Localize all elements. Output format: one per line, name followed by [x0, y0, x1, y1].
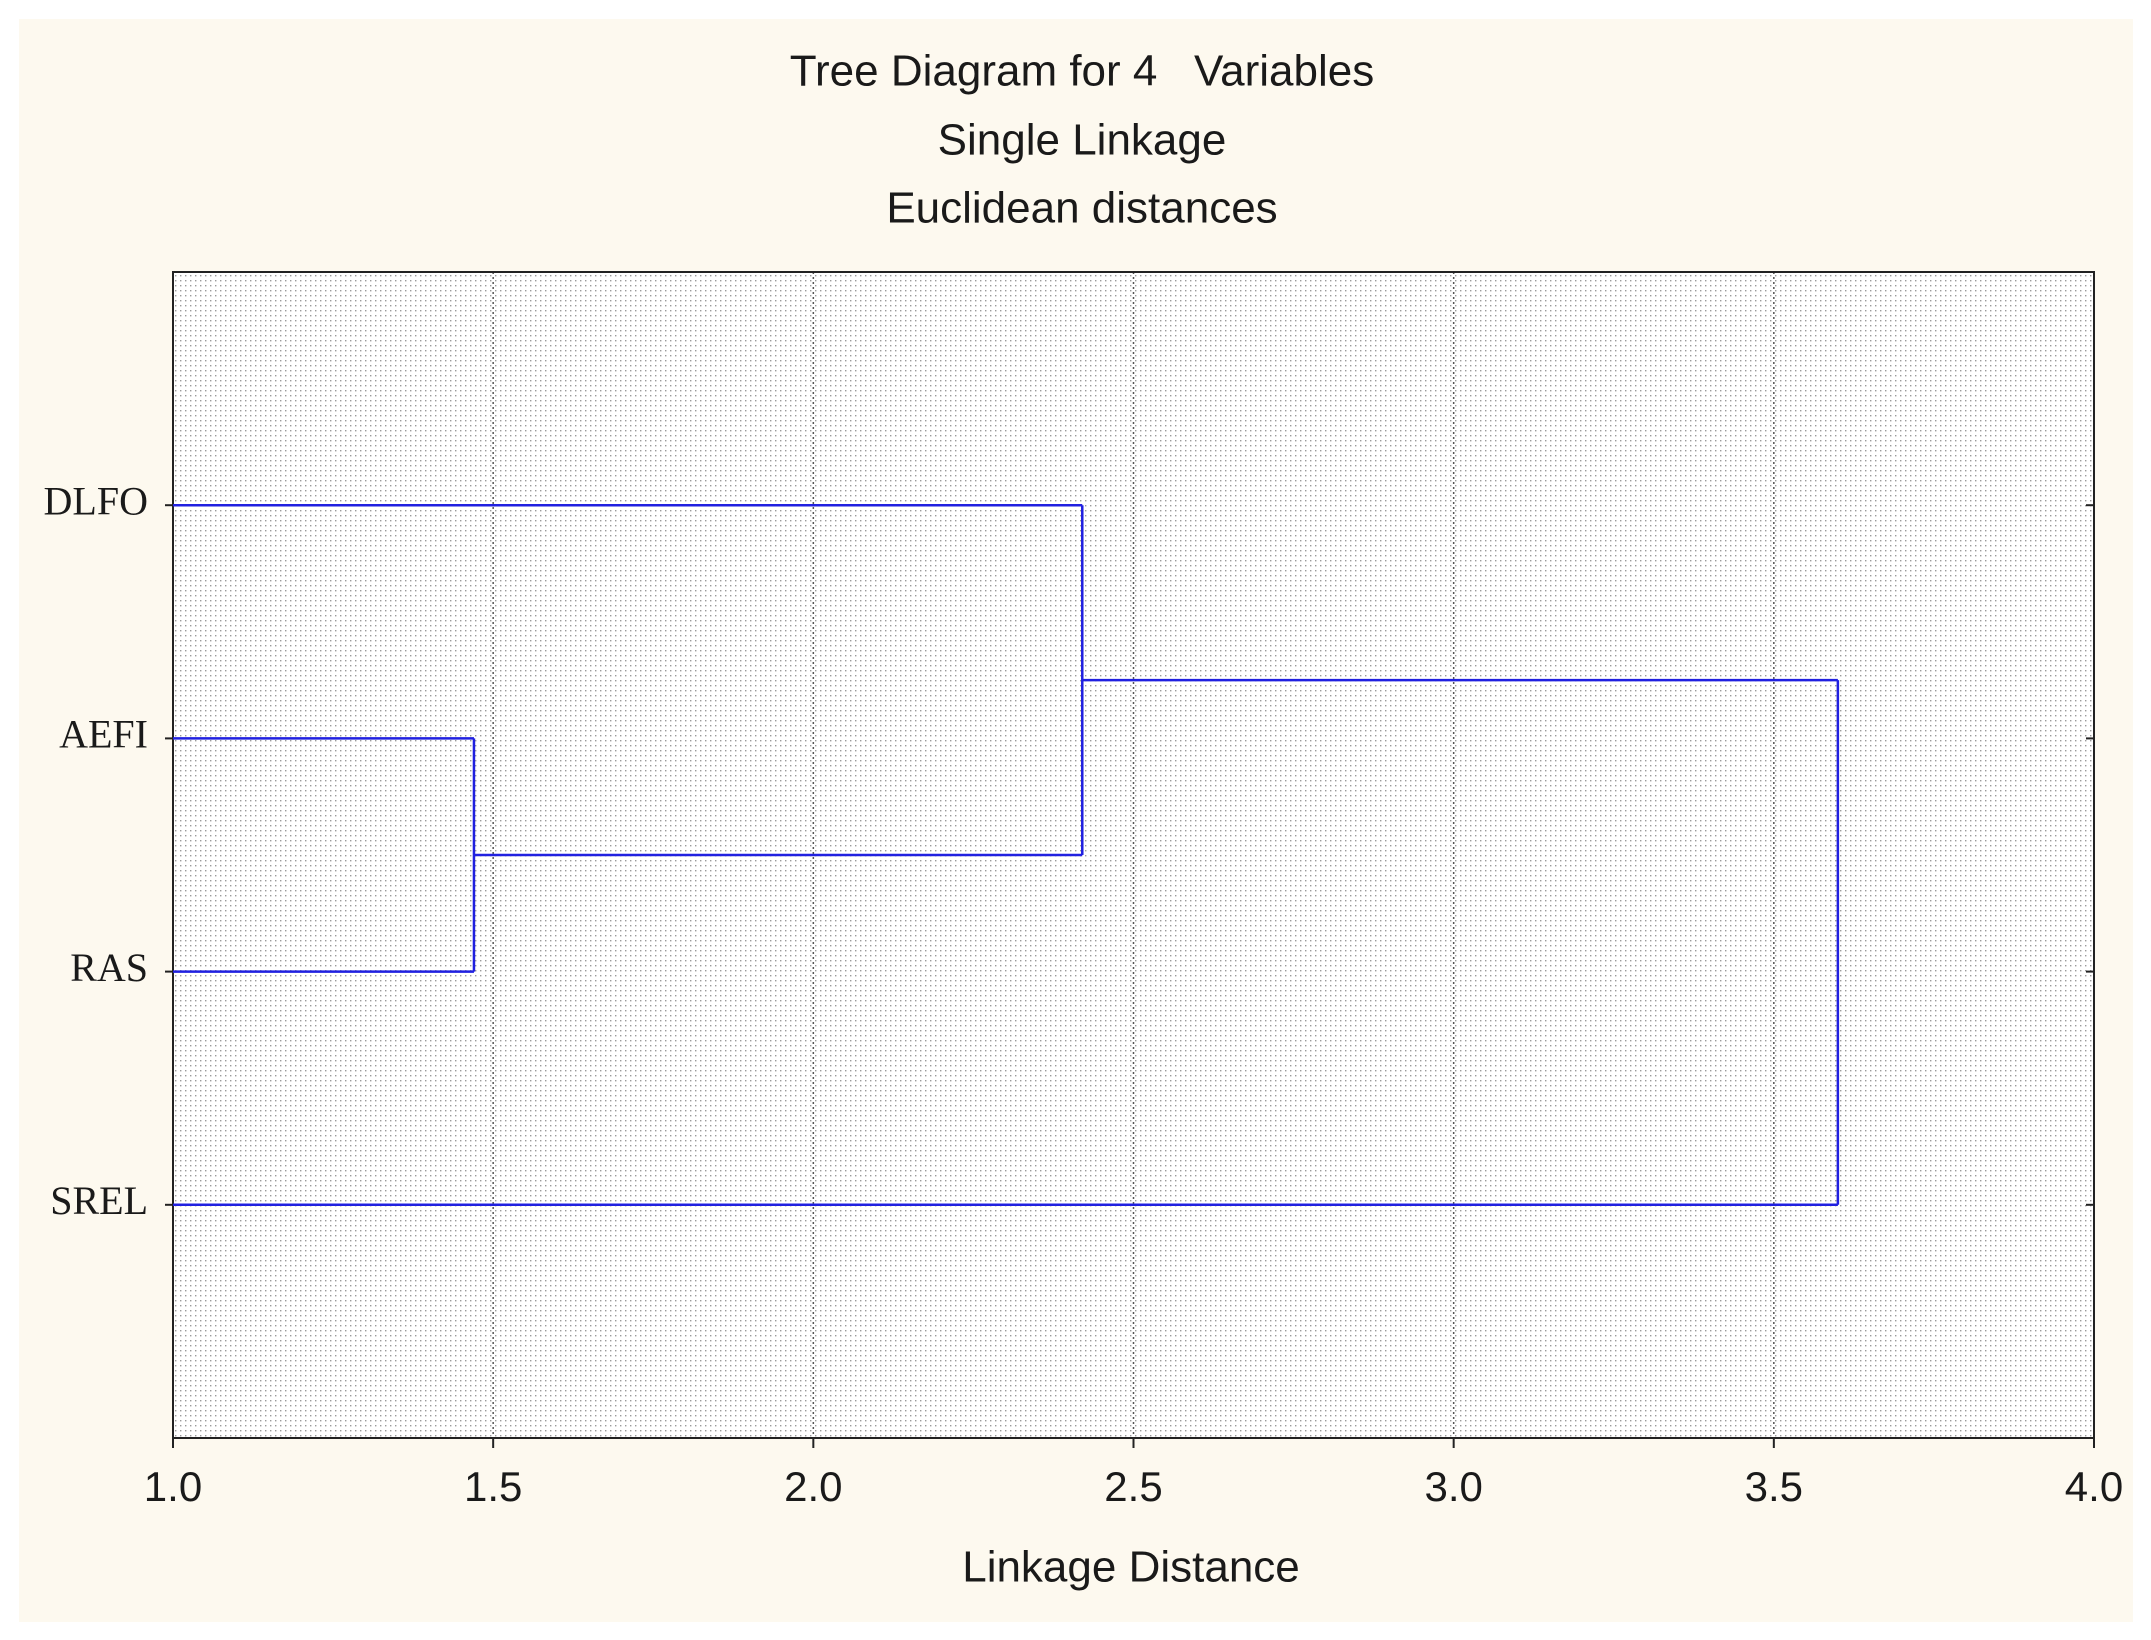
- x-tick-label: 3.0: [1424, 1463, 1482, 1510]
- leaf-label: SREL: [50, 1178, 148, 1223]
- chart-title: Tree Diagram for 4 Variables: [790, 47, 1374, 96]
- x-tick-label: 3.5: [1745, 1463, 1803, 1510]
- plot-border: [172, 271, 2095, 1439]
- x-tick-label: 1.5: [464, 1463, 522, 1510]
- x-tick-label: 1.0: [144, 1463, 202, 1510]
- x-tick-label: 2.5: [1104, 1463, 1162, 1510]
- chart-subtitle: Euclidean distances: [886, 184, 1277, 233]
- chart-subtitle: Single Linkage: [938, 116, 1227, 165]
- x-tick-label: 2.0: [784, 1463, 842, 1510]
- leaf-label: AEFI: [59, 712, 148, 757]
- leaf-label: DLFO: [44, 478, 148, 523]
- x-axis-label: Linkage Distance: [962, 1543, 1300, 1592]
- x-tick-label: 4.0: [2065, 1463, 2123, 1510]
- leaf-label: RAS: [70, 945, 148, 990]
